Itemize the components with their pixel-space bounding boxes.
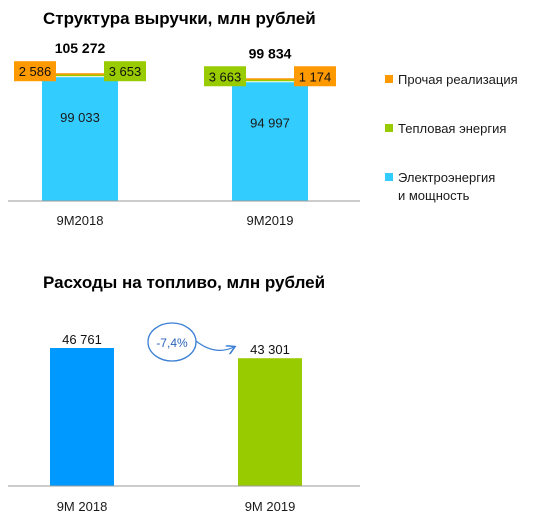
change-bubble (147, 322, 197, 362)
revenue-bar-power (42, 77, 118, 201)
revenue-callout-label: 2 586 (19, 64, 52, 79)
legend-label-other: Прочая реализация (398, 72, 518, 87)
legend-label-power: Электроэнергия и мощность (398, 170, 499, 203)
revenue-bar-other (232, 78, 308, 80)
revenue-bars: 99 033 2 586 3 653 94 997 3 663 1 174 (14, 61, 336, 201)
fuel-x-tick-label: 9M 2019 (245, 499, 296, 514)
fuel-chart-title: Расходы на топливо, млн рублей (43, 273, 325, 292)
revenue-data-callout (204, 66, 246, 87)
revenue-callout-label: 3 663 (209, 69, 242, 84)
legend-swatch-power (385, 173, 393, 181)
revenue-bar-other (42, 73, 118, 75)
revenue-total-label: 105 272 (55, 40, 106, 56)
revenue-chart-title: Структура выручки, млн рублей (43, 9, 316, 28)
revenue-data-callout (294, 66, 336, 87)
revenue-data-callout (14, 61, 56, 82)
legend-label-heat: Тепловая энергия (398, 121, 506, 136)
fuel-bar (238, 358, 302, 486)
revenue-value-label-power: 94 997 (250, 115, 290, 130)
revenue-bar-power (232, 82, 308, 201)
revenue-x-tick-label: 9M2018 (57, 213, 104, 228)
revenue-callout-label: 3 653 (109, 64, 142, 79)
revenue-value-label-power: 99 033 (60, 110, 100, 125)
fuel-bars (50, 348, 302, 486)
fuel-value-label: 46 761 (62, 332, 102, 347)
legend-swatch-heat (385, 124, 393, 132)
change-arrow (195, 340, 234, 350)
change-percent-label: -7,4% (156, 336, 188, 350)
revenue-total-label: 99 834 (249, 45, 292, 61)
revenue-data-callout (104, 61, 146, 82)
fuel-bar (50, 348, 114, 486)
revenue-callout-label: 1 174 (299, 69, 332, 84)
fuel-x-tick-label: 9M 2018 (57, 499, 108, 514)
revenue-bar-heat (42, 74, 118, 77)
revenue-x-tick-label: 9M2019 (247, 213, 294, 228)
revenue-bar-heat (232, 79, 308, 82)
fuel-value-label: 43 301 (250, 342, 290, 357)
legend-swatch-other (385, 75, 393, 83)
